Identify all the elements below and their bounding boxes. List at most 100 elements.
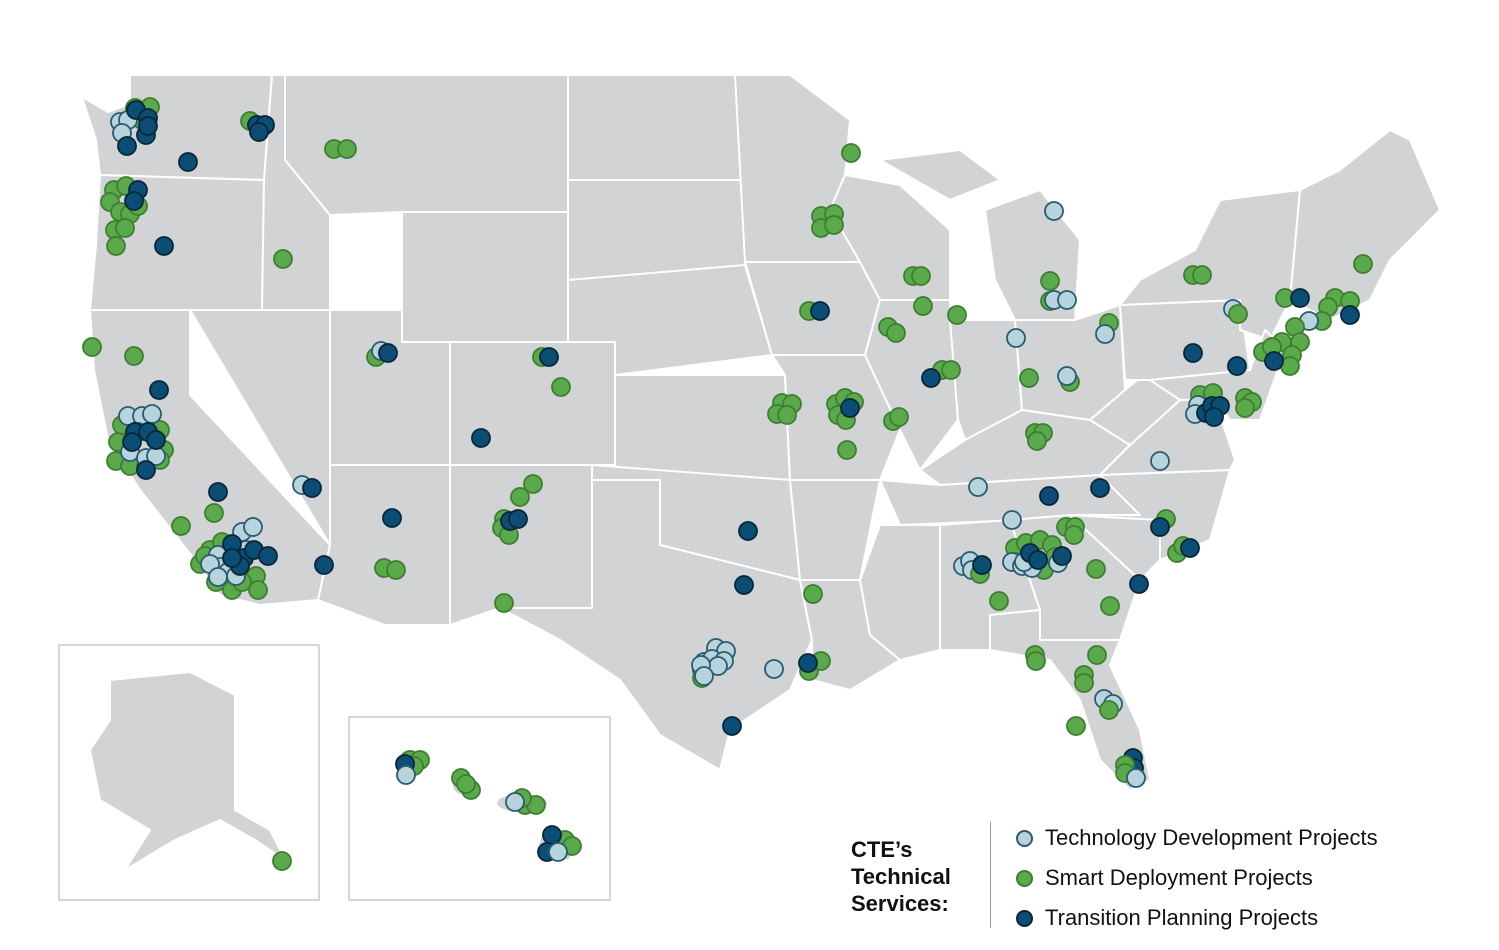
smart-project-marker (886, 323, 906, 343)
smart-project-marker (523, 474, 543, 494)
smart-project-marker (272, 851, 292, 871)
smart-project-marker (1353, 254, 1373, 274)
north-dakota-state (567, 74, 746, 181)
smart-project-marker (1192, 265, 1212, 285)
transition-project-marker (471, 428, 491, 448)
transition-project-marker (314, 555, 334, 575)
transition-project-marker (249, 122, 269, 142)
smart-project-marker (456, 774, 476, 794)
legend-item-transition: Transition Planning Projects (1016, 898, 1378, 938)
transition-project-marker (1290, 288, 1310, 308)
legend-item-technology: Technology Development Projects (1016, 818, 1378, 858)
tech-project-marker (505, 792, 525, 812)
smart-project-marker (837, 440, 857, 460)
transition-project-marker (1340, 305, 1360, 325)
transition-project-marker (136, 460, 156, 480)
contiguous-us-map (81, 74, 1441, 791)
smart-project-marker (1074, 673, 1094, 693)
tech-project-marker (396, 765, 416, 785)
smart-project-marker (1064, 525, 1084, 545)
tech-project-marker (1057, 290, 1077, 310)
smart-project-marker (551, 377, 571, 397)
smart-project-marker (803, 584, 823, 604)
smart-project-marker (124, 346, 144, 366)
tech-project-marker (1002, 510, 1022, 530)
tech-project-marker (1150, 451, 1170, 471)
smart-project-marker (1099, 700, 1119, 720)
transition-project-marker (539, 347, 559, 367)
smart-project-marker (913, 296, 933, 316)
smart-project-marker (510, 487, 530, 507)
texas-state (499, 479, 813, 771)
smart-project-marker (494, 593, 514, 613)
legend-label-smart: Smart Deployment Projects (1045, 865, 1313, 890)
transition-project-marker (154, 236, 174, 256)
smart-project-marker (1027, 431, 1047, 451)
hawaii-inset-frame (348, 716, 611, 901)
transition-project-marker (738, 521, 758, 541)
transition-project-marker (1204, 407, 1224, 427)
smart-project-marker (1066, 716, 1086, 736)
california-state (89, 309, 331, 606)
tech-project-marker (1057, 366, 1077, 386)
smart-project-marker (115, 218, 135, 238)
tech-project-marker (1044, 201, 1064, 221)
transition-project-marker (1180, 538, 1200, 558)
smart-project-marker (889, 407, 909, 427)
tech-project-marker (1126, 768, 1146, 788)
tech-project-marker (694, 666, 714, 686)
transition-project-marker (542, 825, 562, 845)
smart-project-marker (841, 143, 861, 163)
transition-project-marker (146, 430, 166, 450)
transition-project-marker (124, 191, 144, 211)
legend-label-transition: Transition Planning Projects (1045, 905, 1319, 930)
transition-project-marker (222, 548, 242, 568)
transition-project-marker (382, 508, 402, 528)
smart-project-marker (911, 266, 931, 286)
smart-project-marker (106, 236, 126, 256)
smart-project-marker (386, 560, 406, 580)
hawaii-inset (348, 716, 611, 901)
smart-project-marker (171, 516, 191, 536)
project-markers (82, 97, 1373, 871)
smart-project-marker (777, 405, 797, 425)
legend-title-line-3: Services: (851, 891, 949, 916)
transition-project-marker (1039, 486, 1059, 506)
transition-project-marker (258, 546, 278, 566)
transition-project-marker (734, 575, 754, 595)
smart-project-marker (824, 215, 844, 235)
south-dakota-state (567, 179, 746, 281)
alaska-state (89, 671, 286, 871)
transition-project-marker (178, 152, 198, 172)
transition-project-marker (1090, 478, 1110, 498)
transition-project-marker (972, 555, 992, 575)
transition-project-marker (508, 509, 528, 529)
transition-project-marker (378, 343, 398, 363)
tech-project-marker (142, 404, 162, 424)
new-england-states (1289, 129, 1441, 321)
kansas-state (614, 374, 791, 481)
transition-marker-icon (1016, 909, 1033, 927)
tech-project-marker (764, 659, 784, 679)
tech-project-marker (968, 477, 988, 497)
smart-project-marker (1019, 368, 1039, 388)
transition-project-marker (798, 653, 818, 673)
technology-marker-icon (1016, 829, 1033, 847)
smart-project-marker (204, 503, 224, 523)
transition-project-marker (921, 368, 941, 388)
wyoming-state (401, 211, 569, 343)
transition-project-marker (208, 482, 228, 502)
transition-project-marker (138, 116, 158, 136)
legend-item-smart: Smart Deployment Projects (1016, 858, 1378, 898)
alaska-inset (58, 644, 320, 901)
legend-title-line-2: Technical (851, 864, 951, 889)
colorado-state (449, 341, 616, 466)
transition-project-marker (810, 301, 830, 321)
tech-project-marker (1095, 324, 1115, 344)
legend: Technology Development Projects Smart De… (1016, 818, 1378, 938)
legend-label-technology: Technology Development Projects (1045, 825, 1378, 850)
smart-project-marker (1040, 271, 1060, 291)
smart-project-marker (273, 249, 293, 269)
arizona-state (317, 464, 451, 626)
